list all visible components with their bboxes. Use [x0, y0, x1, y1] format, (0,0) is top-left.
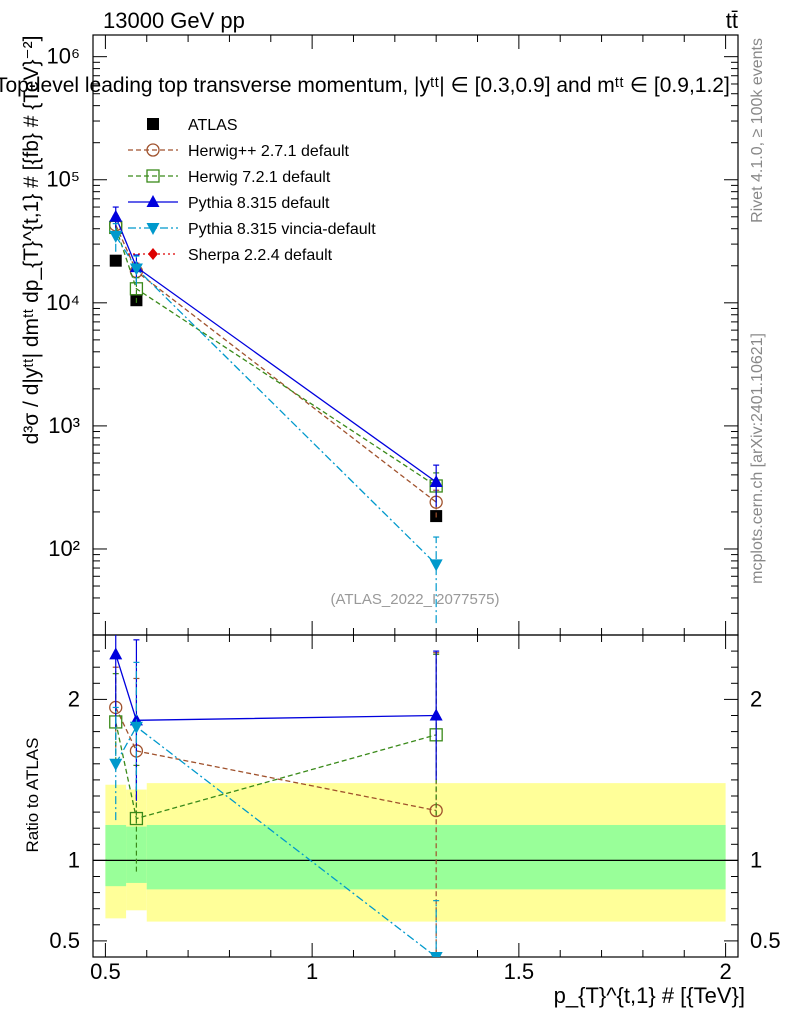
main-series	[109, 206, 443, 624]
main-point-pythia	[109, 209, 123, 222]
ratio-y-tick-label-right: 0.5	[750, 928, 781, 953]
main-line-herwig_pp	[115, 224, 437, 503]
x-axis-label: p_{T}^{t,1} # [{TeV}]	[554, 983, 745, 1008]
legend-marker-vincia	[146, 223, 160, 235]
ratio-y-axis-label: Ratio to ATLAS	[23, 738, 42, 853]
legend-label-vincia: Pythia 8.315 vincia-default	[188, 221, 376, 238]
ratio-point-vincia	[129, 721, 143, 734]
ratio-uncertainty-bands	[105, 783, 726, 922]
main-point-vincia	[129, 263, 143, 276]
ratio-band-inner	[105, 824, 127, 887]
main-point-vincia	[429, 559, 443, 572]
legend-marker-herwig_pp	[146, 143, 160, 157]
legend-label-sherpa: Sherpa 2.2.4 default	[188, 247, 333, 264]
main-line-vincia	[115, 235, 437, 565]
ratio-y-tick-label-right: 2	[750, 686, 762, 711]
main-point-vincia	[109, 230, 123, 243]
ratio-point-vincia	[429, 952, 443, 957]
legend: ATLAS Herwig++ 2.7.1 default Herwig 7.2.1 …	[128, 117, 376, 264]
mcplots-label: mcplots.cern.ch [arXiv:2401.10621]	[749, 333, 766, 584]
ratio-point-pythia	[109, 647, 123, 660]
legend-label-pythia: Pythia 8.315 default	[188, 195, 330, 212]
ratio-y-tick-label-right: 1	[750, 847, 762, 872]
energy-label: 13000 GeV pp	[103, 8, 245, 33]
legend-label-atlas: ATLAS	[188, 117, 238, 134]
ratio-line-pythia	[115, 654, 437, 721]
x-tick-label: 1.5	[504, 959, 535, 984]
main-y-axis-label: d³σ / d|yᵗᵗ| dmᵗᵗ dp_{T}^{t,1} # [{fb} #…	[20, 36, 43, 445]
main-y-tick-label: 10⁵	[46, 167, 80, 192]
legend-marker-sherpa	[148, 248, 158, 260]
x-tick-label: 0.5	[90, 959, 121, 984]
process-label: tt̄	[726, 8, 738, 33]
main-point-atlas	[109, 254, 122, 267]
ratio-line-vincia	[115, 725, 437, 957]
ratio-y-tick-label-left: 2	[68, 686, 80, 711]
main-y-tick-label: 10²	[48, 536, 80, 561]
axes: 10² 10³ 10⁴ 10⁵ 10⁶ 0.5 1 1.5 2 0.5 0.5 1 1 2 2	[46, 35, 781, 984]
ratio-series	[109, 635, 443, 957]
rivet-version-label: Rivet 4.1.0, ≥ 100k events	[749, 38, 766, 223]
plot-title: Top-level leading top transverse momentu…	[0, 74, 730, 97]
main-point-pythia	[429, 475, 443, 488]
x-tick-label: 2	[719, 959, 731, 984]
ratio-point-herwig7	[129, 811, 144, 826]
ratio-y-tick-label-left: 1	[68, 847, 80, 872]
ratio-y-tick-label-left: 0.5	[49, 928, 80, 953]
main-line-herwig7	[115, 227, 437, 487]
legend-marker-atlas	[147, 118, 159, 130]
legend-label-herwig_pp: Herwig++ 2.7.1 default	[188, 143, 350, 160]
ratio-point-pythia	[429, 708, 443, 721]
x-tick-label: 1	[306, 959, 318, 984]
analysis-id: (ATLAS_2022_I2077575)	[330, 591, 499, 608]
ratio-line-herwig7	[115, 721, 437, 820]
main-y-tick-label: 10⁴	[46, 290, 80, 315]
main-y-tick-label: 10³	[48, 413, 80, 438]
legend-marker-herwig7	[146, 169, 160, 183]
ratio-point-vincia	[109, 758, 123, 771]
legend-label-herwig7: Herwig 7.2.1 default	[188, 169, 331, 186]
main-y-tick-label: 10⁶	[46, 44, 80, 69]
legend-marker-pythia	[146, 195, 160, 207]
